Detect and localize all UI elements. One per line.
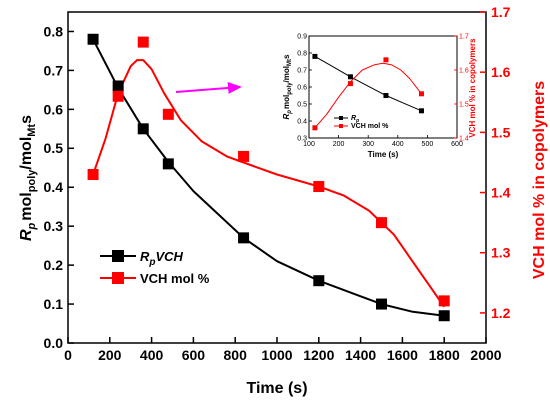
- inset-pointer-arrow: [175, 81, 242, 94]
- main-y-tick-label: 0.7: [44, 62, 64, 78]
- legend-marker-rp: [112, 250, 124, 262]
- inset-x-tick-label: 300: [362, 141, 374, 148]
- inset-point-rp: [418, 108, 424, 114]
- main-x-tick-label: 1400: [345, 347, 376, 363]
- main-y2-tick-label: 1.4: [491, 184, 511, 200]
- inset-y2-axis: 1.4 1.5 1.6 1.7: [454, 33, 469, 142]
- main-x-axis: 0 200 400 600 800 1000 1200 1400 1600 1800 2000: [64, 337, 502, 363]
- main-point-rp: [238, 232, 250, 244]
- main-point-vch: [238, 150, 250, 162]
- inset-x-tick-label: 200: [333, 141, 345, 148]
- main-point-vch: [137, 36, 149, 48]
- legend-label-vch: VCH mol %: [140, 271, 210, 286]
- inset-x-tick-label: 500: [422, 141, 434, 148]
- inset-y-tick-label: 0.3: [297, 135, 307, 142]
- inset-data-points: [312, 53, 424, 131]
- inset-y2-tick-label: 1.6: [459, 67, 469, 74]
- legend-label-rp: RpVCH: [140, 249, 184, 268]
- main-y2-axis: 1.2 1.3 1.4 1.5 1.6 1.7: [480, 4, 511, 321]
- inset-point-vch: [383, 57, 389, 63]
- main-x-tick-label: 1000: [261, 347, 292, 363]
- main-point-vch: [376, 217, 387, 229]
- main-y2-tick-label: 1.3: [491, 245, 511, 261]
- inset-x-tick-label: 100: [303, 141, 315, 148]
- main-x-tick-label: 0: [64, 347, 72, 363]
- inset-x-axis: 100 200 300 400 500 600: [303, 135, 463, 148]
- main-point-vch: [112, 90, 124, 102]
- inset-y-axis-title: Rpmolpoly/molMts: [282, 54, 293, 119]
- main-x-tick-label: 600: [182, 347, 206, 363]
- inset-fit-curve-rp: [314, 55, 422, 112]
- main-x-tick-label: 1600: [387, 347, 418, 363]
- main-point-vch: [162, 108, 174, 120]
- main-point-rp: [87, 33, 99, 45]
- inset-legend-marker-vch: [339, 124, 343, 128]
- main-y-axis: 0.0 0.1 0.2 0.3 0.4 0.5 0.6 0.7 0.8: [44, 23, 74, 351]
- main-point-vch: [438, 295, 450, 307]
- main-y2-tick-label: 1.5: [491, 124, 511, 140]
- main-x-axis-title: Time (s): [246, 380, 307, 397]
- inset-x-tick-label: 600: [451, 141, 463, 148]
- inset-legend: Rp VCH mol %: [334, 115, 389, 130]
- main-point-rp: [376, 298, 387, 310]
- main-y-tick-label: 0.6: [44, 101, 64, 117]
- inset-x-tick-label: 400: [392, 141, 404, 148]
- inset-point-vch: [312, 125, 318, 131]
- main-x-tick-label: 1800: [429, 347, 460, 363]
- inset-legend-label-vch: VCH mol %: [351, 123, 389, 130]
- inset-y-axis: 0.3 0.4 0.5 0.6 0.7 0.8 0.9: [297, 33, 312, 142]
- inset-y-tick-label: 0.4: [297, 118, 307, 125]
- inset-legend-marker-rp: [339, 116, 343, 120]
- main-data-points: [87, 33, 450, 322]
- inset-point-vch: [347, 81, 353, 87]
- main-point-vch: [87, 168, 99, 180]
- main-point-rp: [137, 123, 149, 135]
- legend-marker-vch: [112, 272, 124, 284]
- main-y-axis-title: Rpmolpoly/molMts: [18, 115, 38, 241]
- inset-y2-tick-label: 1.5: [459, 101, 469, 108]
- inset-x-axis-title: Time (s): [368, 150, 399, 159]
- main-point-rp: [438, 310, 450, 322]
- main-point-rp: [313, 275, 325, 287]
- main-y-tick-label: 0.1: [44, 296, 64, 312]
- main-x-tick-label: 200: [98, 347, 122, 363]
- inset-fit-curve-vch: [314, 62, 422, 129]
- main-point-rp: [162, 158, 174, 170]
- main-y2-axis-title: VCH mol % in copolymers: [531, 81, 548, 279]
- main-y-tick-label: 0.2: [44, 257, 64, 273]
- inset-plot-frame: [308, 35, 458, 139]
- inset-y-tick-label: 0.9: [297, 33, 307, 40]
- main-y-tick-label: 0.8: [44, 23, 64, 39]
- inset-y-tick-label: 0.6: [297, 84, 307, 91]
- main-y2-tick-label: 1.6: [491, 64, 511, 80]
- main-y-tick-label: 0.5: [44, 140, 64, 156]
- inset-point-rp: [312, 53, 318, 59]
- main-y-tick-label: 0.4: [44, 179, 64, 195]
- inset-point-vch: [418, 91, 424, 97]
- inset-fit-curves: [314, 55, 422, 129]
- main-x-tick-label: 2000: [470, 347, 501, 363]
- main-x-tick-label: 1200: [303, 347, 334, 363]
- main-x-tick-label: 800: [224, 347, 248, 363]
- inset-y2-tick-label: 1.4: [459, 135, 469, 142]
- inset-point-rp: [383, 93, 389, 98]
- inset-y-tick-label: 0.8: [297, 50, 307, 57]
- inset-y2-tick-label: 1.7: [459, 33, 469, 40]
- main-legend: RpVCH VCH mol %: [100, 249, 210, 286]
- inset-y-tick-label: 0.7: [297, 67, 307, 74]
- inset-y-tick-label: 0.5: [297, 101, 307, 108]
- main-x-tick-label: 400: [140, 347, 164, 363]
- main-point-vch: [313, 181, 325, 193]
- inset-point-rp: [347, 74, 353, 80]
- main-y-tick-label: 0.0: [44, 335, 64, 351]
- main-point-rp: [112, 80, 124, 92]
- main-y-tick-label: 0.3: [44, 218, 64, 234]
- main-y2-tick-label: 1.7: [491, 4, 511, 20]
- inset-y2-axis-title: VCH mol % in copolymers: [468, 38, 477, 138]
- main-y2-tick-label: 1.2: [491, 305, 511, 321]
- inset-legend-label-rp: Rp: [351, 115, 359, 124]
